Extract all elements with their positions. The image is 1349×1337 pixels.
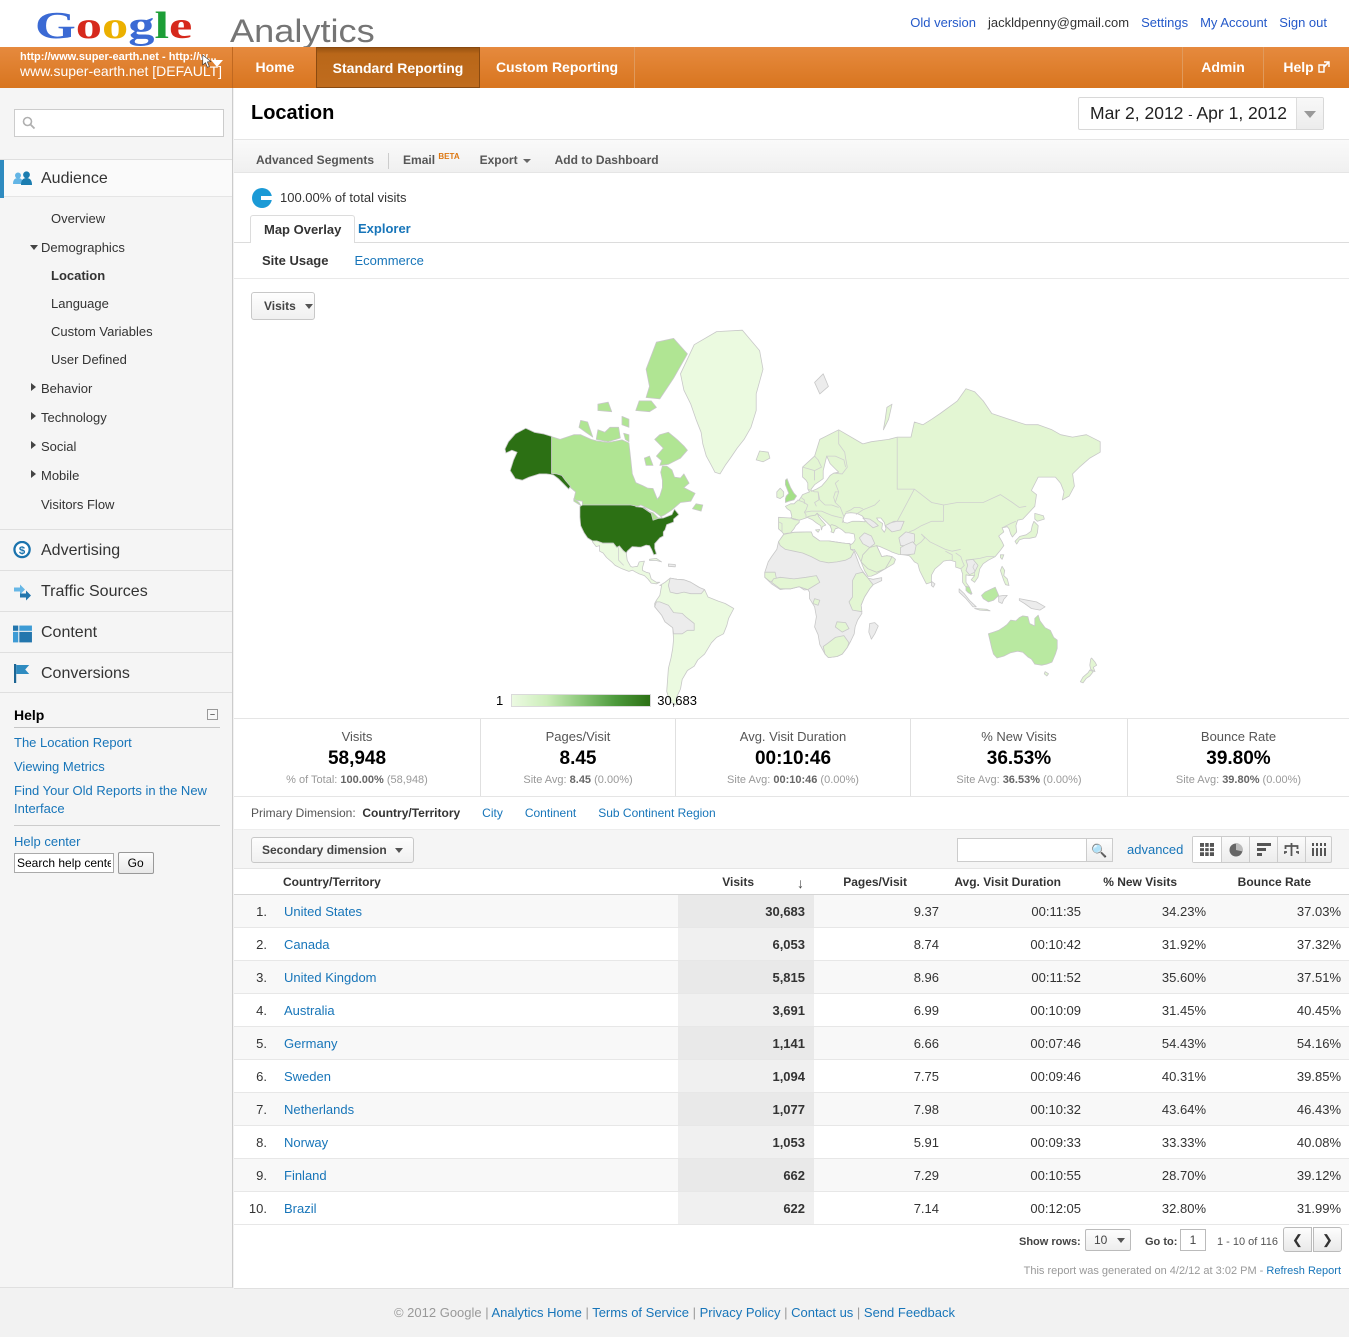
svg-text:$: $ bbox=[19, 545, 26, 557]
